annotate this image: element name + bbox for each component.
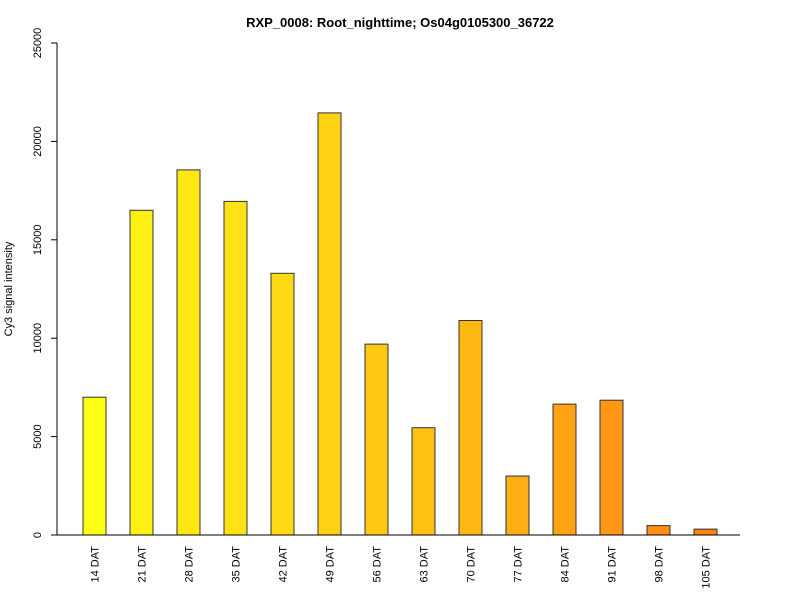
x-axis: 14 DAT 21 DAT 28 DAT 35 DAT 42 DAT 49 DAT 56 D… [57,534,740,589]
bar-77-dat [505,475,530,536]
y-axis: 0 5000 10000 15000 20000 25000 [32,28,58,538]
chart-title: RXP_0008: Root_nighttime; Os04g0105300_3… [246,15,554,30]
bar-63-dat [411,427,436,536]
x-tick-label: 84 DAT [560,546,572,583]
y-tick-label: 10000 [32,323,44,354]
bar-21-dat [129,209,154,536]
x-tick-label: 70 DAT [466,546,478,583]
bar-14-dat [82,396,107,536]
bar-49-dat [317,112,342,536]
x-tick-label: 98 DAT [654,546,666,583]
x-tick-label: 49 DAT [325,546,337,583]
y-tick-label: 15000 [32,225,44,256]
bar-98-dat [646,525,671,536]
x-tick-label: 63 DAT [419,546,431,583]
bar-70-dat [458,320,483,536]
x-tick-label: 77 DAT [513,546,525,583]
bar-91-dat [599,399,624,536]
y-tick-label: 25000 [32,28,44,59]
bar-105-dat [693,528,718,536]
bar-28-dat [176,169,201,536]
y-tick-label: 0 [32,532,44,538]
y-tick-label: 20000 [32,126,44,157]
x-tick-label: 14 DAT [90,546,102,583]
x-tick-label: 21 DAT [137,546,149,583]
x-tick-label: 105 DAT [701,546,713,589]
bar-56-dat [364,343,389,536]
bar-84-dat [552,403,577,536]
x-tick-label: 35 DAT [231,546,243,583]
y-tick-label: 5000 [32,424,44,448]
x-tick-label: 91 DAT [607,546,619,583]
bar-42-dat [270,272,295,536]
x-tick-label: 42 DAT [278,546,290,583]
x-tick-label: 28 DAT [184,546,196,583]
bars-group [82,112,718,536]
y-axis-label: Cy3 signal intensity [3,241,15,336]
bar-35-dat [223,200,248,536]
x-tick-label: 56 DAT [372,546,384,583]
